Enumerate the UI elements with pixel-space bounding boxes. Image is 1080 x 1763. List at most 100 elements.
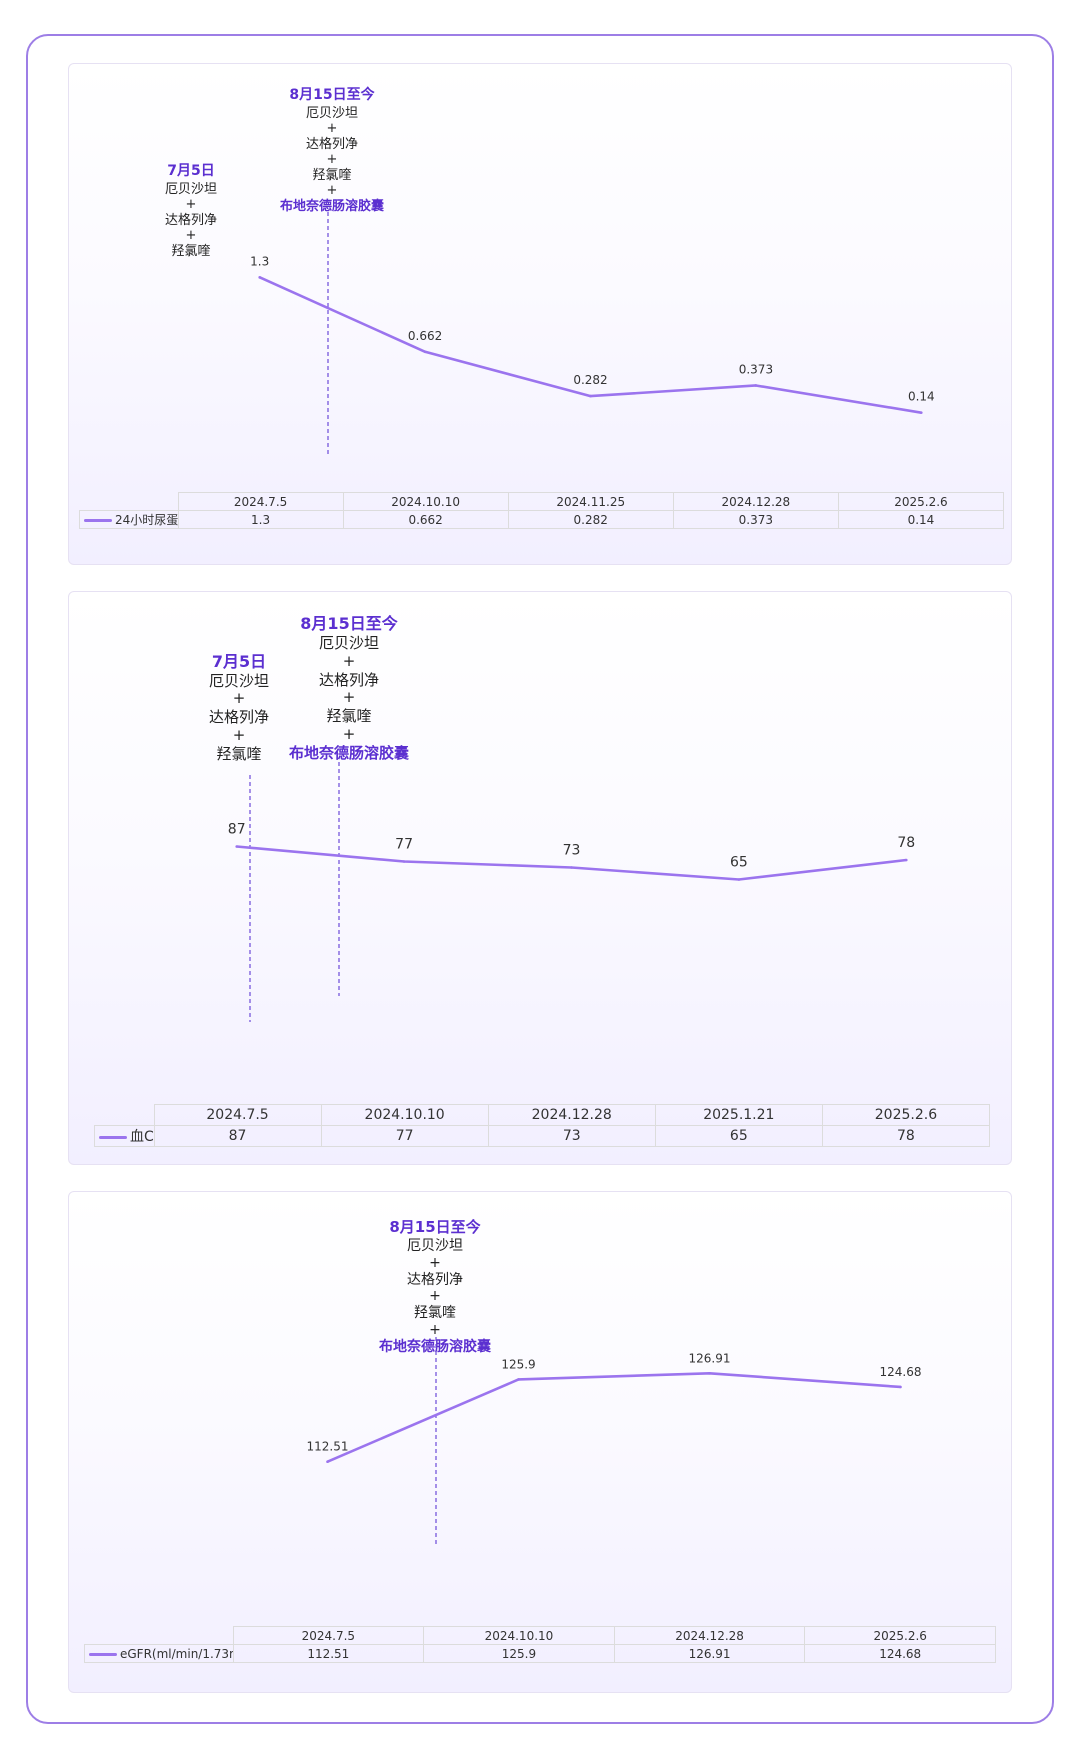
category-header: 2024.12.28 (672, 492, 839, 511)
annotation-late-drug1: 厄贝沙坦 (306, 106, 358, 121)
annotation-late-plus3: + (327, 183, 338, 198)
annotation-early-plus1: + (186, 197, 197, 212)
urine-protein-series: 1.3 0.662 0.282 0.373 0.14 (250, 254, 935, 414)
serum-creatinine-chart: 8月15日至今 厄贝沙坦 + 达格列净 + 羟氯喹 + 布地奈德肠溶胶囊 7月5… (209, 614, 915, 1022)
annotation-late-plus1: + (343, 652, 356, 670)
category-header: 2024.12.28 (487, 1104, 656, 1126)
value-cell: 73 (487, 1125, 656, 1147)
annotation-late-plus2: + (429, 1288, 441, 1304)
value-cell: 1.3 (177, 510, 344, 529)
annotation-late-plus3: + (429, 1322, 441, 1338)
series-line (326, 1371, 901, 1463)
annotation-early-drug1: 厄贝沙坦 (209, 672, 269, 690)
value-cell: 65 (654, 1125, 823, 1147)
chart-panel-serum-creatinine: 8月15日至今 厄贝沙坦 + 达格列净 + 羟氯喹 + 布地奈德肠溶胶囊 7月5… (68, 591, 1012, 1165)
series-legend: 24小时尿蛋白 (79, 510, 179, 529)
urine-protein-chart: 8月15日至今 厄贝沙坦 + 达格列净 + 羟氯喹 + 布地奈德肠溶胶囊 7月5… (165, 86, 935, 456)
annotation-late-drug1: 厄贝沙坦 (407, 1238, 463, 1254)
data-label: 124.68 (880, 1365, 922, 1379)
category-header: 2024.7.5 (153, 1104, 322, 1126)
value-cell: 0.373 (672, 510, 839, 529)
annotation-late-drug3: 羟氯喹 (312, 168, 351, 183)
egfr-chart: 8月15日至今 厄贝沙坦 + 达格列净 + 羟氯喹 + 布地奈德肠溶胶囊 112… (307, 1218, 922, 1547)
value-cell: 77 (320, 1125, 489, 1147)
egfr-data-table: 2024.7.5 2024.10.10 2024.12.28 2025.2.6 eGFR… (84, 1626, 996, 1663)
data-label: 1.3 (250, 254, 269, 268)
annotation-late-highlight: 布地奈德肠溶胶囊 (280, 198, 385, 214)
annotation-late-drug3: 羟氯喹 (414, 1305, 456, 1321)
value-cell: 112.51 (232, 1644, 425, 1663)
series-name: 24小时尿蛋白 (115, 513, 178, 527)
series-name: 血Cr (130, 1129, 154, 1145)
annotation-late-title: 8月15日至今 (300, 614, 397, 633)
annotation-late-highlight: 布地奈德肠溶胶囊 (289, 744, 410, 762)
data-label: 0.282 (573, 373, 607, 387)
data-label: 125.9 (501, 1357, 535, 1371)
data-point (899, 1385, 902, 1389)
annotation-late-plus2: + (343, 688, 356, 706)
data-point (423, 350, 427, 354)
category-header: 2024.10.10 (320, 1104, 489, 1126)
annotation-early-plus2: + (233, 726, 246, 744)
category-header: 2024.12.28 (613, 1626, 806, 1645)
annotation-late-drug2: 达格列净 (319, 671, 379, 689)
data-label: 87 (228, 822, 246, 838)
urine-protein-data-table: 2024.7.5 2024.10.10 2024.11.25 2024.12.28 20… (79, 492, 1005, 529)
value-cell: 87 (153, 1125, 322, 1147)
legend-swatch (84, 519, 112, 522)
data-point (326, 1460, 329, 1464)
value-cell: 0.14 (837, 510, 1005, 529)
data-label: 73 (563, 843, 581, 859)
annotation-early-drug3: 羟氯喹 (171, 244, 210, 259)
data-label: 112.51 (307, 1440, 349, 1454)
egfr-series: 112.51 125.9 126.91 124.68 (307, 1351, 922, 1464)
annotation-early-plus2: + (186, 228, 197, 243)
data-label: 0.662 (408, 329, 442, 343)
value-cell: 78 (821, 1125, 991, 1147)
chart-panel-egfr: 8月15日至今 厄贝沙坦 + 达格列净 + 羟氯喹 + 布地奈德肠溶胶囊 112… (68, 1191, 1012, 1693)
data-label: 126.91 (689, 1351, 731, 1365)
table-corner (85, 1627, 234, 1645)
annotation-late-plus1: + (429, 1255, 441, 1271)
category-header: 2025.2.6 (804, 1626, 996, 1645)
data-point (517, 1378, 520, 1381)
category-header: 2024.10.10 (342, 492, 509, 511)
legend-swatch (99, 1135, 127, 1139)
table-corner (95, 1105, 155, 1126)
serum-creatinine-series: 87 77 73 65 78 (228, 822, 915, 881)
value-cell: 0.662 (342, 510, 509, 529)
annotation-early-drug2: 达格列净 (209, 708, 269, 726)
series-legend: 血Cr (94, 1125, 155, 1147)
annotation-early-title: 7月5日 (212, 652, 266, 671)
data-point (708, 1371, 711, 1375)
category-header: 2025.2.6 (837, 492, 1005, 511)
data-point (570, 866, 573, 869)
data-point (589, 394, 592, 398)
data-point (754, 384, 758, 387)
annotation-late-drug1: 厄贝沙坦 (319, 634, 379, 652)
annotation-late-plus1: + (327, 121, 338, 136)
serum-creatinine-data-table: 2024.7.5 2024.10.10 2024.12.28 2025.1.21 202… (94, 1104, 991, 1147)
series-legend: eGFR(ml/min/1.73m²) (84, 1644, 234, 1663)
annotation-early-drug3: 羟氯喹 (216, 745, 261, 763)
data-label: 0.14 (908, 390, 935, 404)
annotation-late-drug3: 羟氯喹 (326, 707, 371, 725)
value-cell: 125.9 (423, 1644, 615, 1663)
data-point (402, 860, 406, 863)
annotation-early-drug2: 达格列净 (165, 212, 217, 228)
data-label: 65 (730, 855, 748, 871)
value-cell: 124.68 (804, 1644, 996, 1663)
data-label: 0.373 (739, 362, 773, 376)
data-point (905, 858, 908, 862)
category-header: 2025.2.6 (821, 1104, 991, 1126)
category-header: 2025.1.21 (654, 1104, 823, 1126)
series-name: eGFR(ml/min/1.73m²) (120, 1646, 232, 1661)
annotation-late-plus3: + (343, 725, 356, 743)
series-line (259, 276, 922, 414)
data-point (737, 878, 741, 881)
data-point (258, 276, 261, 279)
annotation-early-title: 7月5日 (167, 163, 214, 179)
annotation-early-plus1: + (233, 689, 246, 707)
category-header: 2024.10.10 (423, 1626, 615, 1645)
legend-swatch (89, 1652, 117, 1656)
